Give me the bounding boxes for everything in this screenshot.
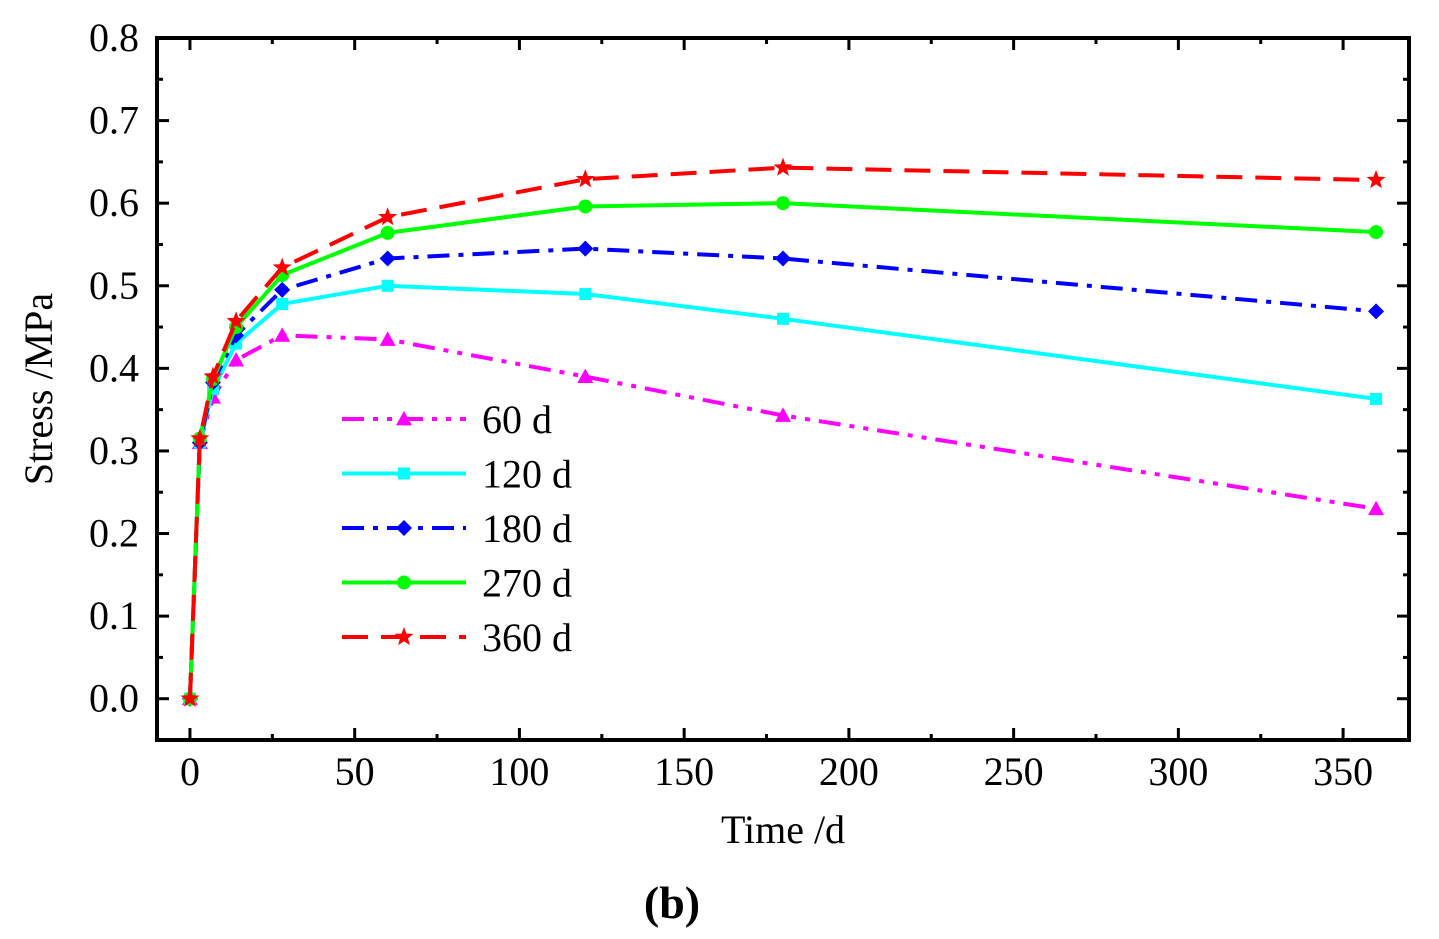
data-point [274, 281, 291, 298]
legend-item: 60 d [342, 397, 552, 442]
x-tick-label: 0 [180, 749, 200, 794]
legend-label: 360 d [482, 615, 572, 660]
legend-marker [396, 411, 412, 426]
data-point [180, 688, 200, 707]
legend-label: 60 d [482, 397, 552, 442]
y-tick-label: 0.4 [89, 345, 139, 390]
x-tick-label: 200 [819, 749, 879, 794]
series-360d [180, 157, 1386, 707]
data-point [577, 240, 594, 257]
y-tick-label: 0.3 [89, 428, 139, 473]
data-point [1368, 500, 1385, 516]
legend-marker [394, 627, 414, 646]
y-tick-labels: 0.0 0.1 0.2 0.3 0.4 0.5 0.6 0.7 0.8 [89, 15, 139, 721]
x-tick-label: 50 [335, 749, 375, 794]
data-point [272, 257, 292, 276]
data-point [575, 169, 595, 188]
data-point [226, 311, 246, 330]
data-point [228, 352, 245, 367]
y-tick-label: 0.8 [89, 15, 139, 60]
x-tick-label: 250 [984, 749, 1044, 794]
legend-marker [398, 467, 410, 480]
legend: 60 d 120 d 180 d 270 d 360 d [342, 397, 572, 660]
plot-frame [155, 36, 1411, 742]
data-point [1369, 225, 1384, 240]
tick-marks [157, 36, 1409, 740]
legend-label: 120 d [482, 452, 572, 497]
data-point [274, 327, 291, 342]
data-point [378, 207, 398, 226]
y-tick-label: 0.7 [89, 98, 139, 143]
series-60d [181, 327, 1385, 706]
data-point [577, 368, 594, 384]
data-point [381, 279, 394, 292]
data-point [1370, 392, 1383, 405]
x-tick-labels: 0 50 100 150 200 250 300 350 [180, 749, 1373, 794]
y-tick-label: 0.1 [89, 593, 139, 638]
y-axis-title: Stress /MPa [16, 293, 61, 485]
data-point [276, 297, 289, 310]
series-line [187, 201, 1377, 699]
data-point [579, 288, 592, 301]
series-270d [182, 196, 1384, 706]
x-tick-label: 150 [654, 749, 714, 794]
data-point [776, 196, 790, 211]
legend-item: 180 d [342, 506, 572, 551]
legend-label: 270 d [482, 561, 572, 606]
data-point [379, 331, 396, 346]
data-point [578, 199, 593, 214]
data-point [775, 250, 791, 267]
y-tick-label: 0.6 [89, 180, 139, 225]
data-point [203, 366, 223, 385]
x-tick-label: 300 [1148, 749, 1208, 794]
x-axis-title: Time /d [721, 807, 845, 852]
x-tick-label: 350 [1313, 749, 1373, 794]
data-point [777, 312, 789, 325]
data-point [190, 428, 210, 447]
data-point [379, 250, 396, 267]
legend-marker [396, 520, 412, 536]
series-layer [180, 157, 1386, 707]
data-point [1366, 170, 1386, 189]
legend-marker [397, 575, 411, 590]
series-line [187, 165, 1377, 699]
panel-label: (b) [644, 877, 700, 928]
data-point [1368, 303, 1385, 320]
series-120d [183, 279, 1383, 705]
x-tick-label: 100 [489, 749, 549, 794]
series-line [187, 333, 1377, 699]
legend-item: 120 d [342, 452, 572, 497]
data-point [775, 407, 791, 422]
data-point [380, 225, 395, 240]
legend-item: 270 d [342, 561, 572, 606]
y-tick-label: 0.5 [89, 263, 139, 308]
y-tick-label: 0.2 [89, 511, 139, 556]
legend-label: 180 d [482, 506, 572, 551]
legend-item: 360 d [342, 615, 572, 660]
y-tick-label: 0.0 [89, 676, 139, 721]
data-point [773, 157, 793, 176]
